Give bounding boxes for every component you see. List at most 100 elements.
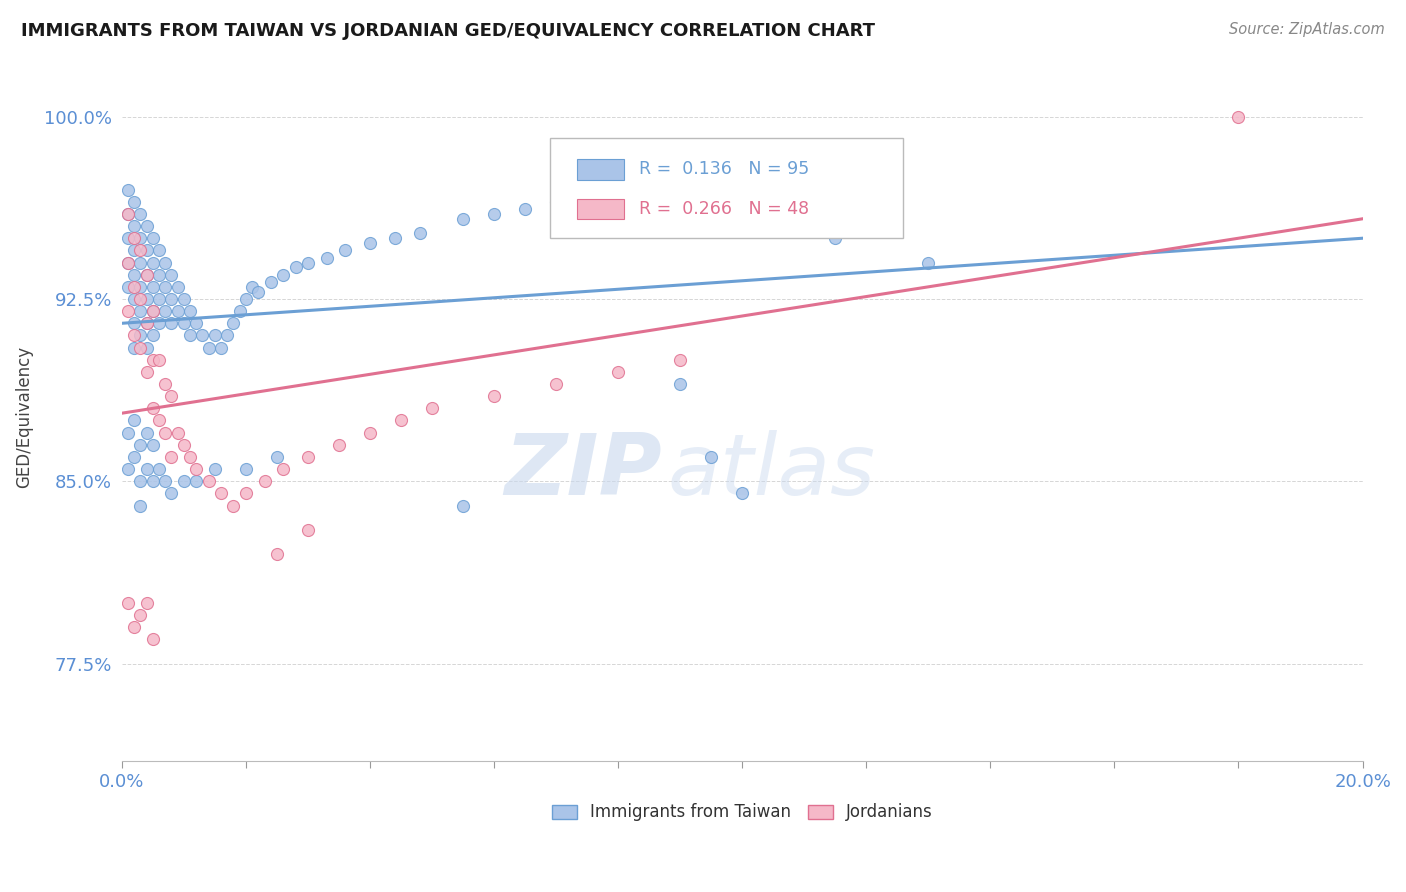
Point bbox=[117, 183, 139, 197]
Point bbox=[228, 304, 250, 318]
Point bbox=[122, 219, 145, 233]
Point bbox=[129, 207, 152, 221]
FancyBboxPatch shape bbox=[550, 138, 904, 238]
Point bbox=[451, 211, 474, 226]
Point bbox=[420, 401, 443, 416]
Point bbox=[122, 268, 145, 282]
Point bbox=[607, 183, 630, 197]
Point bbox=[333, 244, 356, 258]
Point bbox=[142, 401, 165, 416]
Point bbox=[135, 365, 157, 379]
Point bbox=[129, 244, 152, 258]
Point bbox=[1227, 110, 1250, 124]
FancyBboxPatch shape bbox=[578, 159, 624, 179]
Point bbox=[222, 499, 245, 513]
Point bbox=[142, 352, 165, 367]
Point bbox=[359, 236, 381, 251]
Point bbox=[155, 304, 177, 318]
Text: Source: ZipAtlas.com: Source: ZipAtlas.com bbox=[1229, 22, 1385, 37]
Point bbox=[135, 596, 157, 610]
Point bbox=[204, 462, 226, 476]
Point bbox=[142, 632, 165, 647]
Point bbox=[129, 475, 152, 489]
Point bbox=[253, 475, 276, 489]
Point bbox=[155, 377, 177, 392]
Point bbox=[217, 328, 239, 343]
Point bbox=[271, 462, 294, 476]
Point bbox=[179, 304, 201, 318]
Point bbox=[122, 244, 145, 258]
Point bbox=[117, 462, 139, 476]
Point bbox=[546, 377, 568, 392]
Point bbox=[135, 244, 157, 258]
Point bbox=[315, 251, 337, 265]
Text: IMMIGRANTS FROM TAIWAN VS JORDANIAN GED/EQUIVALENCY CORRELATION CHART: IMMIGRANTS FROM TAIWAN VS JORDANIAN GED/… bbox=[21, 22, 875, 40]
Point bbox=[142, 328, 165, 343]
Point bbox=[160, 450, 183, 464]
Point bbox=[148, 352, 170, 367]
Point bbox=[117, 255, 139, 269]
Point bbox=[389, 413, 412, 427]
Point bbox=[142, 438, 165, 452]
Point bbox=[328, 438, 350, 452]
Point bbox=[191, 328, 214, 343]
Point bbox=[235, 292, 257, 306]
Point bbox=[173, 438, 195, 452]
Point bbox=[173, 316, 195, 330]
Text: ZIP: ZIP bbox=[503, 430, 662, 514]
Point bbox=[669, 377, 692, 392]
Point bbox=[135, 268, 157, 282]
Point bbox=[160, 389, 183, 403]
Point bbox=[129, 499, 152, 513]
Point bbox=[155, 425, 177, 440]
Point bbox=[135, 316, 157, 330]
Point bbox=[129, 280, 152, 294]
Point bbox=[607, 365, 630, 379]
Point bbox=[160, 316, 183, 330]
Point bbox=[266, 547, 288, 561]
Point bbox=[297, 255, 319, 269]
Point bbox=[129, 328, 152, 343]
Point bbox=[117, 207, 139, 221]
Point bbox=[117, 280, 139, 294]
Point bbox=[160, 268, 183, 282]
Point bbox=[117, 207, 139, 221]
Point bbox=[155, 280, 177, 294]
Point bbox=[186, 316, 208, 330]
Point bbox=[204, 328, 226, 343]
Point bbox=[129, 607, 152, 622]
Point bbox=[186, 475, 208, 489]
Point bbox=[122, 413, 145, 427]
Point bbox=[122, 316, 145, 330]
Point bbox=[122, 194, 145, 209]
Point bbox=[122, 341, 145, 355]
Y-axis label: GED/Equivalency: GED/Equivalency bbox=[15, 346, 32, 488]
Point bbox=[129, 438, 152, 452]
Point bbox=[824, 231, 846, 245]
Point bbox=[209, 486, 232, 500]
Point bbox=[284, 260, 307, 275]
Point bbox=[148, 316, 170, 330]
Point bbox=[482, 207, 505, 221]
Text: atlas: atlas bbox=[668, 430, 876, 514]
Point bbox=[129, 292, 152, 306]
Point bbox=[148, 268, 170, 282]
Point bbox=[129, 304, 152, 318]
Point bbox=[122, 231, 145, 245]
Point bbox=[266, 450, 288, 464]
Point bbox=[129, 231, 152, 245]
Point bbox=[148, 462, 170, 476]
Point bbox=[451, 499, 474, 513]
Point bbox=[917, 255, 939, 269]
Text: R =  0.136   N = 95: R = 0.136 N = 95 bbox=[640, 161, 810, 178]
Point bbox=[179, 328, 201, 343]
Point bbox=[209, 341, 232, 355]
Point bbox=[135, 268, 157, 282]
Point bbox=[122, 292, 145, 306]
Point bbox=[155, 475, 177, 489]
Point bbox=[408, 227, 430, 241]
Point bbox=[173, 475, 195, 489]
Point bbox=[117, 425, 139, 440]
Point bbox=[260, 275, 283, 289]
Point bbox=[129, 255, 152, 269]
